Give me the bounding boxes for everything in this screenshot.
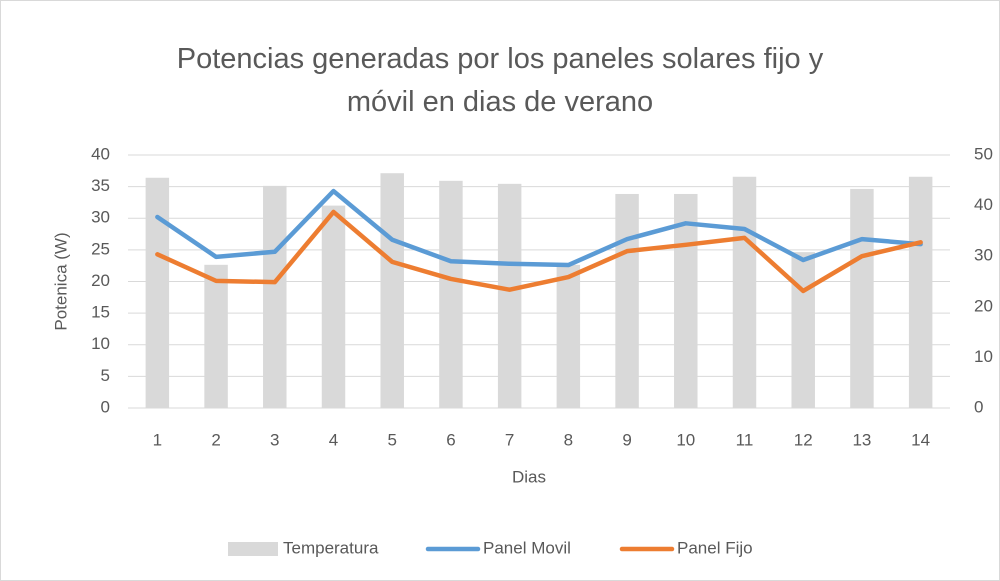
y2-tick-label: 20 (974, 296, 993, 315)
bar (556, 264, 581, 408)
bar (321, 205, 346, 408)
y2-tick-label: 0 (974, 397, 983, 416)
chart-title: Potencias generadas por los paneles sola… (176, 43, 824, 118)
x-tick-label: 11 (736, 430, 754, 449)
x-tick-label: 12 (794, 430, 813, 449)
bar (145, 177, 170, 408)
y-axis-label: Potenica (W) (51, 232, 70, 330)
legend-label: Panel Fijo (677, 538, 753, 557)
y-tick-label: 5 (101, 366, 110, 385)
legend-label: Panel Movil (483, 538, 571, 557)
y-tick-label: 10 (91, 334, 110, 353)
x-tick-label: 10 (676, 430, 695, 449)
y2-tick-label: 30 (974, 246, 993, 265)
x-tick-label: 13 (852, 430, 871, 449)
legend-swatch (228, 542, 278, 556)
bar (908, 176, 933, 408)
x-tick-label: 3 (270, 430, 279, 449)
bar (380, 173, 404, 408)
x-tick-label: 14 (911, 430, 930, 449)
x-tick-label: 5 (387, 430, 396, 449)
legend-label: Temperatura (283, 538, 379, 557)
bar (439, 180, 463, 408)
x-tick-label: 4 (329, 430, 338, 449)
x-tick-label: 2 (211, 430, 220, 449)
bar (263, 185, 287, 408)
y-tick-label: 40 (91, 144, 110, 163)
line-series (155, 209, 923, 294)
y-tick-label: 15 (91, 303, 110, 322)
y-tick-label: 30 (91, 208, 110, 227)
y-tick-label: 20 (91, 271, 110, 290)
bar (732, 176, 757, 408)
y2-tick-label: 50 (974, 144, 993, 163)
bar (204, 264, 228, 408)
x-tick-label: 1 (153, 430, 162, 449)
y-tick-label: 25 (91, 239, 110, 258)
bar (791, 252, 815, 408)
x-tick-label: 7 (505, 430, 514, 449)
x-tick-label: 6 (446, 430, 455, 449)
y-tick-label: 0 (101, 397, 110, 416)
y2-tick-label: 40 (974, 195, 993, 214)
y2-tick-label: 10 (974, 347, 993, 366)
line-series (155, 188, 923, 268)
bar (850, 188, 874, 408)
y-tick-label: 35 (91, 176, 110, 195)
bar (615, 193, 639, 408)
x-tick-label: 9 (622, 430, 631, 449)
x-tick-label: 8 (564, 430, 573, 449)
x-axis-label: Dias (512, 467, 546, 486)
bar (497, 183, 522, 408)
